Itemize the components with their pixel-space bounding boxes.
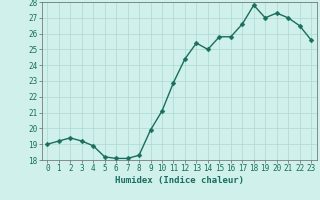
X-axis label: Humidex (Indice chaleur): Humidex (Indice chaleur)	[115, 176, 244, 185]
